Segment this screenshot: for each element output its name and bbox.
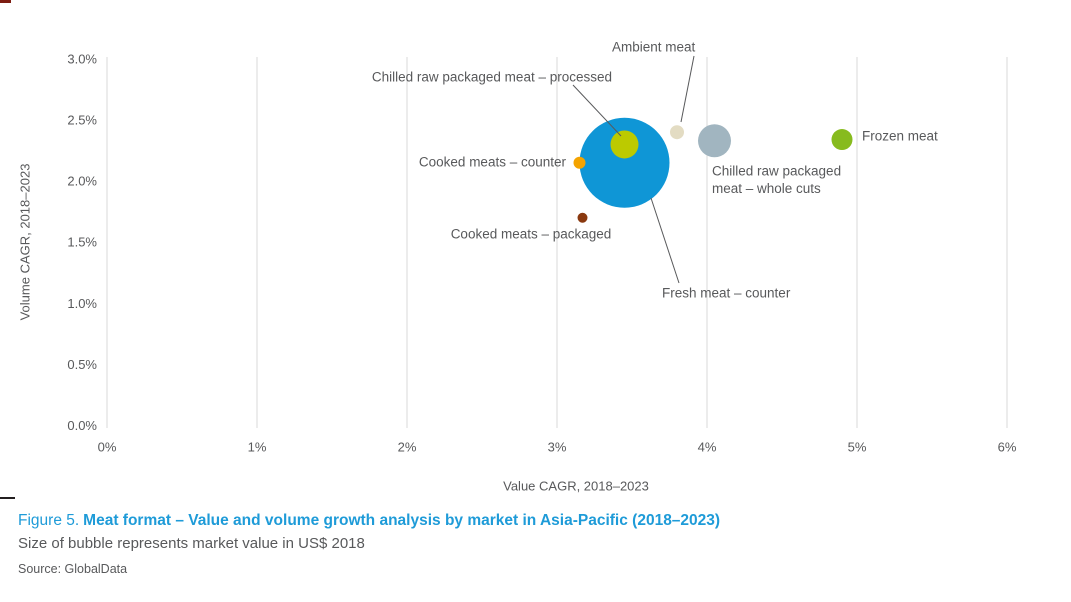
y-axis-title: Volume CAGR, 2018–2023 [18,164,33,321]
y-tick-label: 2.0% [67,174,97,189]
x-tick-label: 1% [248,440,267,455]
x-tick-label: 4% [698,440,717,455]
bubble-chilled-raw-packaged-meat-processed [610,130,639,159]
x-tick-label: 3% [548,440,567,455]
y-tick-label: 3.0% [67,51,97,66]
y-tick-label: 1.0% [67,296,97,311]
page-edge-artifact-top-left [0,0,11,3]
y-tick-label: 1.5% [67,235,97,250]
bubble-label-chilled-raw-packaged-meat-processed: Chilled raw packaged meat – processed [372,70,612,85]
figure-subtitle: Size of bubble represents market value i… [18,535,365,552]
bubble-label-frozen-meat: Frozen meat [862,129,938,144]
leader-line-ambient-meat [680,55,695,123]
figure-caption: Figure 5. Meat format – Value and volume … [18,512,720,530]
bubble-ambient-meat [670,125,684,140]
bubble-cooked-meats-packaged [577,212,588,223]
bubble-cooked-meats-counter [573,156,586,169]
bubble-chilled-raw-packaged-meat-whole-cuts [698,124,731,158]
x-tick-label: 2% [398,440,417,455]
x-tick-label: 6% [998,440,1017,455]
figure-caption-title: Meat format – Value and volume growth an… [83,512,721,529]
x-axis-title: Value CAGR, 2018–2023 [503,479,649,494]
page-edge-artifact-left [0,497,15,499]
figure-source: Source: GlobalData [18,562,128,576]
bubble-chart: 0% 1% 2% 3% 4% 5% 6% 0.0% 0.5% 1.0% 1.5% 2.0% 2.5% 3.… [18,40,1017,494]
bubble-label-ambient-meat: Ambient meat [612,40,696,55]
leader-line-fresh-meat-counter [650,197,680,284]
x-tick-label: 0% [98,440,117,455]
bubble-label-fresh-meat-counter: Fresh meat – counter [662,286,791,301]
y-tick-label: 0.0% [67,418,97,433]
bubble-label-cooked-meats-counter: Cooked meats – counter [419,155,567,170]
leader-line-chilled-raw-packaged-meat-processed [572,84,622,137]
y-tick-label: 2.5% [67,113,97,128]
bubble-frozen-meat [831,129,853,151]
y-tick-label: 0.5% [67,357,97,372]
figure-caption-prefix: Figure 5. [18,512,80,529]
bubble-label-cooked-meats-packaged: Cooked meats – packaged [451,227,612,242]
bubble-label-chilled-raw-packaged-meat-whole-cuts: Chilled raw packaged [712,164,841,179]
bubble-fresh-meat-counter [579,117,670,208]
bubble-label-chilled-raw-packaged-meat-whole-cuts: meat – whole cuts [712,181,821,196]
x-tick-label: 5% [848,440,867,455]
